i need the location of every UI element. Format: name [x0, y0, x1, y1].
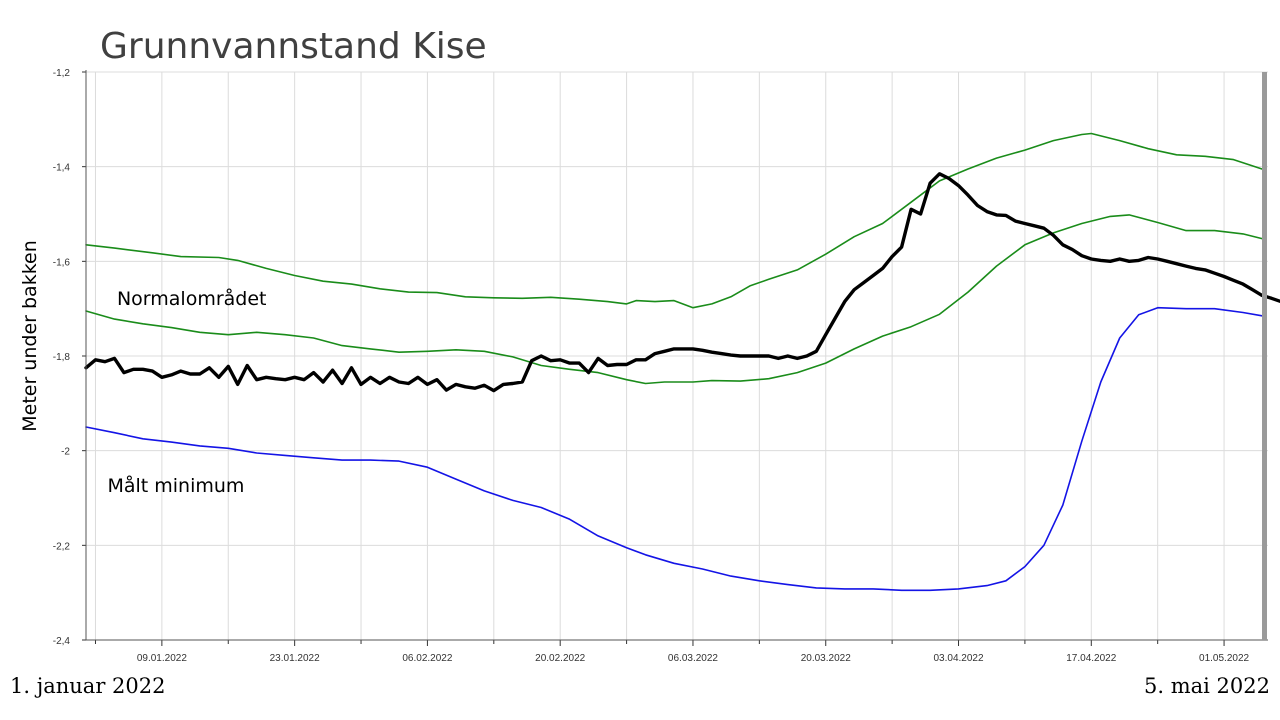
x-tick-label: 17.04.2022: [1066, 653, 1116, 664]
y-tick-label: -1,8: [53, 352, 71, 363]
measured-minimum-line: [85, 306, 1263, 592]
groundwater-level-line: [84, 172, 1280, 393]
normal-range-upper-line: [85, 132, 1263, 309]
annotation-measured-minimum: Målt minimum: [107, 474, 244, 497]
y-tick-label: -2,2: [53, 541, 71, 552]
series-layer: [84, 132, 1280, 592]
normal-range-lower-line: [85, 214, 1263, 385]
chart-title: Grunnvannstand Kise: [100, 26, 487, 67]
grid: [86, 71, 1268, 641]
y-tick-label: -2: [61, 447, 70, 458]
y-tick-label: -1,4: [53, 163, 71, 174]
x-tick-label: 01.05.2022: [1199, 653, 1249, 664]
y-tick-label: -2,4: [53, 636, 71, 647]
axes: [82, 70, 1268, 646]
y-axis-ticks: -1,2 -1,4 -1,6 -1,8 -2 -2,2 -2,4: [53, 68, 71, 647]
start-date-label: 1. januar 2022: [10, 674, 165, 698]
x-tick-label: 06.02.2022: [402, 653, 452, 664]
x-tick-label: 23.01.2022: [270, 653, 320, 664]
y-tick-label: -1,6: [53, 257, 71, 268]
annotation-normal-range: Normalområdet: [117, 287, 267, 310]
end-date-label: 5. mai 2022: [1144, 674, 1270, 698]
x-axis-ticks: 09.01.2022 23.01.2022 06.02.2022 20.02.2022…: [137, 653, 1250, 664]
x-tick-label: 09.01.2022: [137, 653, 187, 664]
y-tick-label: -1,2: [53, 68, 71, 79]
y-axis-label: Meter under bakken: [19, 240, 41, 432]
x-tick-label: 03.04.2022: [933, 653, 983, 664]
x-tick-label: 06.03.2022: [668, 653, 718, 664]
right-edge-bar: [1262, 72, 1267, 640]
x-tick-label: 20.02.2022: [535, 653, 585, 664]
x-tick-label: 20.03.2022: [801, 653, 851, 664]
